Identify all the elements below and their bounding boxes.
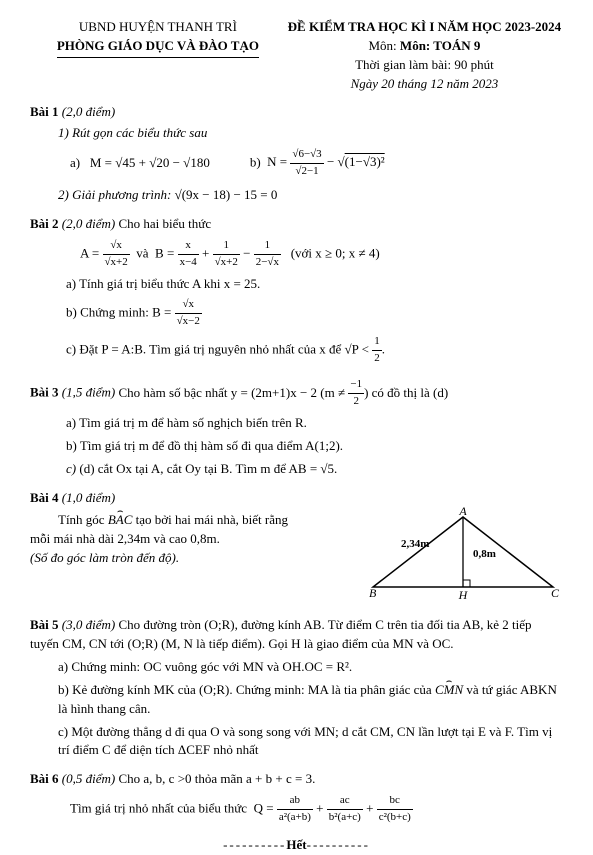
district-name: UBND HUYỆN THANH TRÌ [30, 18, 286, 37]
bai6-heading: Bài 6 (0,5 điểm) Cho a, b, c >0 thỏa mãn… [30, 770, 563, 789]
bai1-label: Bài 1 [30, 104, 59, 119]
department-name: PHÒNG GIÁO DỤC VÀ ĐÀO TẠO [57, 37, 259, 58]
bai4-line1: Tính góc ⌢BAC tạo bởi hai mái nhà, biết … [58, 511, 355, 530]
bai6-q: Tìm giá trị nhỏ nhất của biểu thức Q = a… [70, 793, 563, 826]
bai5-heading: Bài 5 (3,0 điểm) Cho đường tròn (O;R), đ… [30, 616, 563, 654]
bai2-c: c) Đặt P = A:B. Tìm giá trị nguyên nhỏ n… [66, 334, 563, 367]
exam-title: ĐỀ KIỂM TRA HỌC KÌ I NĂM HỌC 2023-2024 [286, 18, 563, 37]
bai5-a: a) Chứng minh: OC vuông góc với MN và OH… [58, 658, 563, 677]
bai2-intro: Cho hai biểu thức [118, 216, 211, 231]
bai4-points: (1,0 điểm) [62, 490, 115, 505]
bai1-sub1: 1) Rút gọn các biểu thức sau [58, 124, 563, 143]
bai2-label: Bài 2 [30, 216, 59, 231]
bai1-a: a) M = √45 + √20 − √180 [70, 154, 210, 173]
bai2-cond: (với x ≥ 0; x ≠ 4) [291, 245, 380, 260]
bai5-label: Bài 5 [30, 617, 59, 632]
bai4-text: Tính góc ⌢BAC tạo bởi hai mái nhà, biết … [30, 507, 355, 568]
bai4-line2: mỗi mái nhà dài 2,34m và cao 0,8m. [30, 530, 355, 549]
bai5-c: c) Một đường thẳng d đi qua O và song so… [58, 723, 563, 761]
date-line: Ngày 20 tháng 12 năm 2023 [286, 75, 563, 94]
bai2-b: b) Chứng minh: B = √x√x−2 [66, 297, 563, 330]
subject-line: Môn: Môn: TOÁN 9 [286, 37, 563, 56]
bai2-points: (2,0 điểm) [62, 216, 115, 231]
bai3-c: c) (d) cắt Ox tại A, cắt Oy tại B. Tìm m… [66, 460, 563, 479]
footer-end: Hết [30, 836, 563, 855]
bai1-b: b) N = √6−√3√2−1 − √(1−√3)² [250, 147, 385, 180]
bai2-formulas: A = √x√x+2 và B = xx−4 + 1√x+2 − 12−√x (… [80, 238, 563, 271]
bai4-content: Tính góc ⌢BAC tạo bởi hai mái nhà, biết … [30, 507, 563, 602]
header-left: UBND HUYỆN THANH TRÌ PHÒNG GIÁO DỤC VÀ Đ… [30, 18, 286, 93]
bai1-a-formula: M = √45 + √20 − √180 [90, 155, 210, 170]
bai1-points: (2,0 điểm) [62, 104, 115, 119]
triangle-diagram: A B C H 2,34m 0,8m [363, 507, 563, 602]
header-right: ĐỀ KIỂM TRA HỌC KÌ I NĂM HỌC 2023-2024 M… [286, 18, 563, 93]
bai3-heading: Bài 3 (1,5 điểm) Cho hàm số bậc nhất y =… [30, 377, 563, 410]
bai1-b-formula: N = √6−√3√2−1 − √(1−√3)² [267, 154, 385, 169]
bai3-intro: Cho hàm số bậc nhất y = (2m+1)x − 2 (m ≠… [118, 385, 448, 400]
bai5-b: b) Kẻ đường kính MK của (O;R). Chứng min… [58, 681, 563, 719]
bai6-points: (0,5 điểm) [62, 771, 115, 786]
bai1-heading: Bài 1 (2,0 điểm) [30, 103, 563, 122]
side-label: 2,34m [401, 538, 429, 550]
bai4-line3: (Số đo góc làm tròn đến độ). [30, 549, 355, 568]
vertex-c: C [551, 586, 560, 600]
bai1-s2-formula: √(9x − 18) − 15 = 0 [175, 187, 278, 202]
subject-name: Môn: TOÁN 9 [400, 38, 480, 53]
bai3-b: b) Tìm giá trị m để đồ thị hàm số đi qua… [66, 437, 563, 456]
bai1-sub2: 2) Giải phương trình: √(9x − 18) − 15 = … [58, 186, 563, 205]
bai3-label: Bài 3 [30, 385, 59, 400]
vertex-h: H [458, 588, 469, 602]
bai1-s2-text: 2) Giải phương trình: [58, 187, 171, 202]
bai6-label: Bài 6 [30, 771, 59, 786]
bai4-label: Bài 4 [30, 490, 59, 505]
height-label: 0,8m [473, 548, 496, 560]
bai3-a: a) Tìm giá trị m để hàm số nghịch biến t… [66, 414, 563, 433]
duration-line: Thời gian làm bài: 90 phút [286, 56, 563, 75]
bai1-formulas: a) M = √45 + √20 − √180 b) N = √6−√3√2−1… [70, 147, 563, 180]
bai1-b-label: b) [250, 154, 261, 169]
bai6-intro: Cho a, b, c >0 thỏa mãn a + b + c = 3. [118, 771, 315, 786]
bai2-va: và [136, 245, 148, 260]
vertex-b: B [369, 586, 377, 600]
bai1-a-label: a) [70, 155, 80, 170]
bai3-points: (1,5 điểm) [62, 385, 115, 400]
bai2-a: a) Tính giá trị biểu thức A khi x = 25. [66, 275, 563, 294]
bai2-heading: Bài 2 (2,0 điểm) Cho hai biểu thức [30, 215, 563, 234]
bai5-points: (3,0 điểm) [62, 617, 115, 632]
vertex-a: A [458, 507, 467, 518]
exam-header: UBND HUYỆN THANH TRÌ PHÒNG GIÁO DỤC VÀ Đ… [30, 18, 563, 93]
